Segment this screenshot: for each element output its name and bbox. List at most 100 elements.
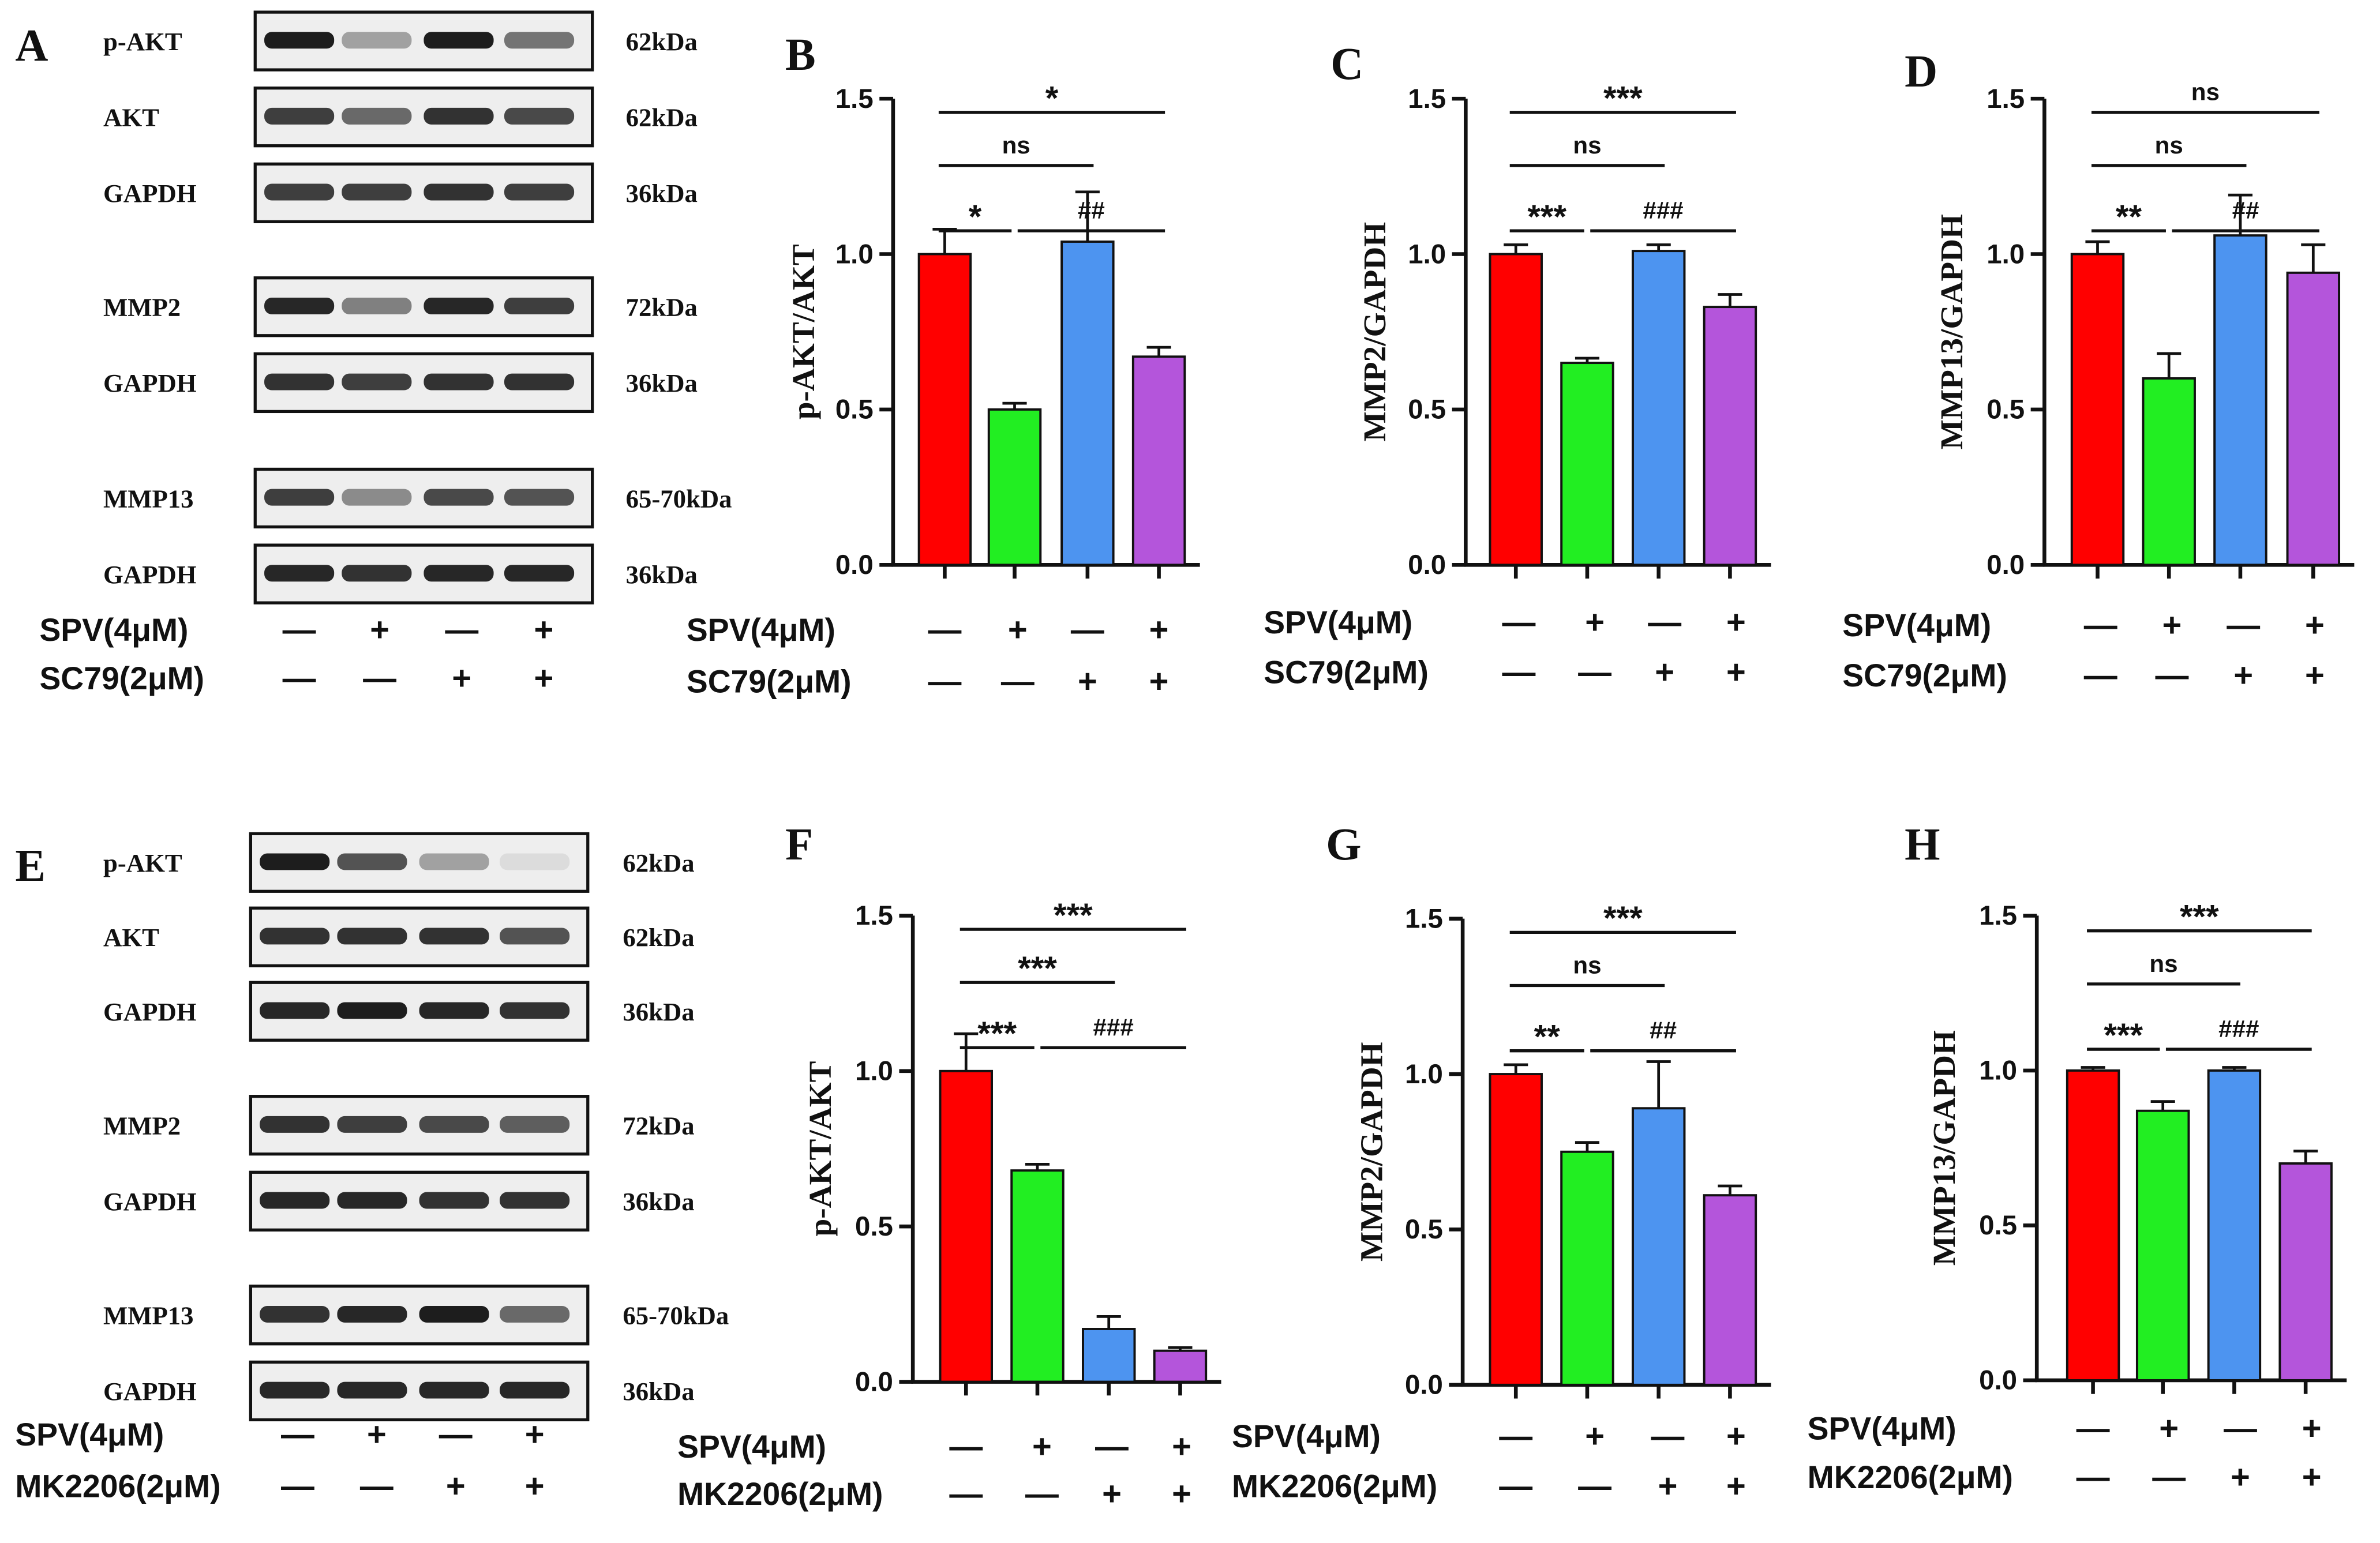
y-tick-label: 1.5 [835,84,874,114]
bar [917,253,972,566]
blot-band [504,297,575,314]
y-tick-label: 0.0 [855,1366,893,1397]
treatment-plus: + [1032,1428,1052,1465]
treatment-label: SPV(4μM) [39,612,188,648]
bar [2070,253,2125,566]
blot-band [260,1305,330,1323]
bar [1631,1107,1686,1386]
treatment-minus: — [363,660,396,697]
blot-row: AKT 62kDa [103,906,695,967]
y-tick-label: 1.0 [1987,239,2025,269]
treatment-minus: — [1071,611,1104,648]
blot-band [500,1305,570,1323]
treatment-label: SPV(4μM) [15,1417,164,1452]
blot-band [500,1381,570,1399]
treatment-label: SC79(2μM) [39,660,204,696]
kda-label: 36kDa [623,1187,694,1216]
treatment-plus: + [1149,663,1169,700]
significance-label: ### [2218,1015,2259,1042]
treatment-minus: — [1651,1418,1685,1455]
significance-label: *** [1527,198,1566,235]
treatment-minus: — [2084,657,2117,694]
treatment-plus: + [452,660,471,697]
y-tick-label: 0.5 [1987,395,2025,425]
treatment-minus: — [2224,1410,2257,1447]
blot-row: GAPDH 36kDa [103,543,698,605]
treatment-minus: — [2084,607,2117,644]
significance-label: *** [1054,897,1093,934]
y-tick-label: 0.0 [1987,550,2025,580]
blot-band [264,489,335,506]
blot-band [260,1116,330,1133]
bar [939,1069,993,1383]
kda-label: 72kDa [626,293,698,322]
blot-band [423,565,494,582]
treatment-minus: — [1095,1428,1129,1465]
y-axis-label: MMP2/GAPDH [1354,1042,1389,1262]
bar [2066,1069,2120,1381]
treatment-label: SC79(2μM) [1264,655,1429,690]
protein-label: AKT [103,923,159,952]
y-tick-label: 1.5 [1405,903,1443,934]
treatment-plus: + [1658,1468,1678,1505]
blot-band [419,1192,489,1209]
significance-label: * [1045,80,1059,117]
bar [1131,355,1186,566]
treatment-minus: — [928,663,961,700]
treatment-plus: + [1149,611,1169,648]
protein-label: GAPDH [103,369,197,397]
blot-band [264,32,335,49]
protein-label: MMP13 [103,1301,194,1330]
y-tick-label: 0.5 [835,395,874,425]
significance-label: *** [2180,898,2219,935]
significance-label: ## [2232,197,2259,224]
significance-label: ns [1573,951,1601,978]
kda-label: 65-70kDa [623,1301,729,1330]
blot-row: MMP13 65-70kDa [103,467,732,529]
y-tick-label: 1.5 [1979,900,2017,931]
y-axis-label: p-AKT/AKT [803,1061,838,1236]
blot-band [500,853,570,870]
blot-band [423,107,494,125]
blot-band [504,32,575,49]
protein-label: GAPDH [103,179,197,208]
chart-b: Bp-AKT/AKT 0.0 0.5 1.0 1.5 * ## ns * SPV(4μM) — + — +… [687,30,1200,700]
chart-g: G MMP2/GAPDH 0.0 0.5 1.0 1.5 ** ## ns*** SPV(4μM)… [1232,820,1771,1505]
bar [2207,1069,2262,1381]
blot-row: AKT 62kDa [103,87,698,148]
panel-letter: B [785,30,816,80]
blot-row: MMP2 72kDa [103,276,698,337]
blot-band [342,373,412,391]
treatment-plus: + [2305,607,2325,644]
significance-label: ns [2191,78,2220,106]
blot-band [342,565,412,582]
significance-label: ns [2149,950,2177,977]
blot-band [419,1002,489,1019]
treatment-minus: — [283,660,316,697]
kda-label: 62kDa [623,923,694,952]
blot-band [419,1116,489,1133]
blot-band [337,1002,407,1019]
kda-label: 62kDa [623,849,694,877]
bar [987,408,1042,566]
significance-label: ### [1093,1013,1133,1041]
significance-label: * [969,198,982,235]
treatment-plus: + [370,611,389,648]
treatment-label: MK2206(2μM) [677,1476,883,1512]
panel-letter: A [15,21,48,71]
bar [1631,250,1686,566]
protein-label: p-AKT [103,27,182,56]
treatment-plus: + [1726,1468,1746,1505]
bar [2278,1162,2333,1381]
treatment-plus: + [1726,604,1746,641]
treatment-label: SPV(4μM) [677,1429,826,1465]
y-tick-label: 1.0 [1979,1056,2017,1086]
treatment-plus: + [1655,654,1674,691]
significance-label: ns [2155,132,2183,159]
treatment-label: SPV(4μM) [687,612,835,648]
significance-label: ns [1002,132,1030,159]
kda-label: 62kDa [626,103,698,132]
